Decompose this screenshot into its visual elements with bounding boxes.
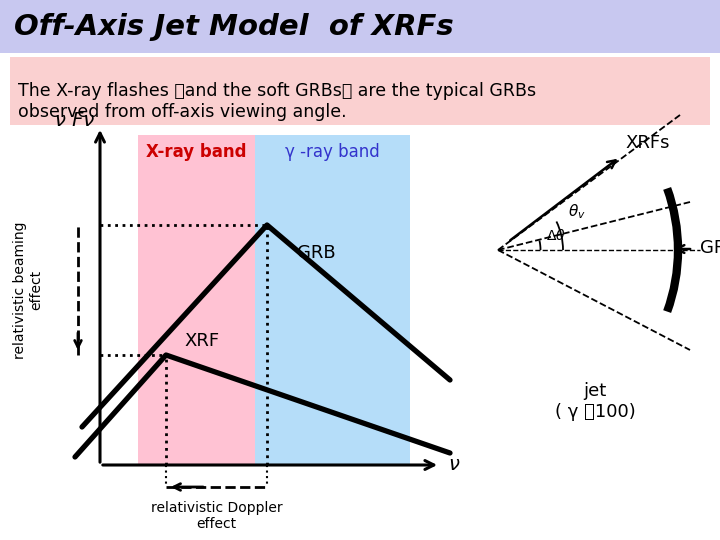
Bar (0, 0, 720, 53)
Text: observed from off-axis viewing angle.: observed from off-axis viewing angle. (18, 103, 346, 121)
Text: GRBs: GRBs (700, 239, 720, 257)
Text: $\Delta\theta$: $\Delta\theta$ (546, 228, 566, 244)
Text: Off-Axis Jet Model  of XRFs: Off-Axis Jet Model of XRFs (14, 13, 454, 41)
Bar (10, 57, 710, 125)
Text: X-ray band: X-ray band (146, 143, 247, 161)
Text: GRB: GRB (297, 244, 336, 262)
Text: ν: ν (448, 456, 459, 475)
Text: XRFs: XRFs (625, 134, 670, 152)
Text: jet
( γ ～100): jet ( γ ～100) (554, 382, 635, 421)
Text: $\theta_v$: $\theta_v$ (568, 202, 586, 221)
Text: relativistic Doppler
effect: relativistic Doppler effect (150, 501, 282, 531)
Text: γ -ray band: γ -ray band (285, 143, 380, 161)
Text: relativistic beaming
effect: relativistic beaming effect (13, 221, 43, 359)
Text: ν Fν: ν Fν (55, 111, 94, 131)
Bar (255, 135, 410, 465)
Text: The X-ray flashes （and the soft GRBs） are the typical GRBs: The X-ray flashes （and the soft GRBs） ar… (18, 82, 536, 100)
Text: XRF: XRF (184, 332, 219, 350)
Bar (138, 135, 255, 465)
